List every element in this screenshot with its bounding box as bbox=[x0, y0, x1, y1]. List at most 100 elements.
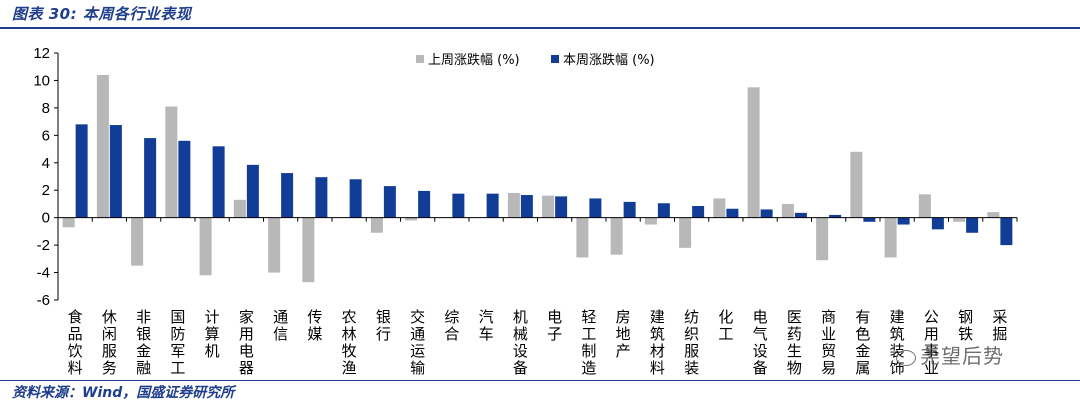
bar-prev-week bbox=[747, 87, 760, 218]
x-category-label: 商业贸易 bbox=[821, 308, 836, 377]
bar-prev-week bbox=[62, 217, 75, 228]
bar-prev-week bbox=[542, 195, 555, 218]
wechat-icon bbox=[896, 349, 916, 366]
bar-prev-week bbox=[233, 199, 246, 218]
y-tick-label: -4 bbox=[37, 265, 50, 282]
watermark-text: 尧望后势 bbox=[920, 344, 1004, 368]
y-tick-label: 10 bbox=[33, 72, 50, 89]
bar-this-week bbox=[657, 203, 670, 218]
bar-this-week bbox=[315, 177, 328, 218]
bar-this-week bbox=[246, 164, 259, 218]
bar-this-week bbox=[486, 193, 499, 218]
x-category-label: 机械设备 bbox=[513, 308, 528, 377]
bar-this-week bbox=[349, 179, 362, 218]
x-category-label: 非银金融 bbox=[136, 308, 151, 377]
y-tick-label: 6 bbox=[42, 127, 50, 144]
bar-this-week bbox=[931, 217, 944, 230]
bar-prev-week bbox=[302, 217, 315, 283]
bar-prev-week bbox=[918, 194, 931, 218]
x-category-label: 计算机 bbox=[205, 308, 220, 360]
bar-prev-week bbox=[884, 217, 897, 258]
x-category-label: 钢铁 bbox=[958, 308, 973, 343]
bar-this-week bbox=[1000, 217, 1013, 246]
x-category-label: 家用电器 bbox=[239, 308, 254, 377]
bar-this-week bbox=[418, 190, 431, 218]
source-rule bbox=[0, 380, 1080, 381]
x-category-label: 银行 bbox=[376, 308, 391, 343]
bar-this-week bbox=[452, 193, 465, 218]
bar-prev-week bbox=[713, 198, 726, 218]
x-category-label: 综合 bbox=[444, 308, 459, 343]
legend-label-prev: 上周涨跌幅 (%) bbox=[428, 52, 520, 68]
legend-label-curr: 本周涨跌幅 (%) bbox=[563, 52, 655, 68]
x-category-label: 传媒 bbox=[307, 308, 322, 343]
bar-this-week bbox=[109, 125, 122, 218]
x-category-label: 通信 bbox=[273, 308, 288, 343]
bar-prev-week bbox=[507, 192, 520, 218]
title-rule bbox=[0, 27, 1080, 29]
bar-this-week bbox=[829, 214, 842, 218]
bar-prev-week bbox=[679, 217, 692, 248]
y-tick-label: 12 bbox=[33, 45, 50, 62]
x-category-label: 汽车 bbox=[479, 308, 494, 343]
bar-prev-week bbox=[644, 217, 657, 225]
bar-prev-week bbox=[610, 217, 623, 255]
bar-prev-week bbox=[576, 217, 589, 258]
x-category-label: 食品饮料 bbox=[68, 308, 83, 377]
y-tick-label: 4 bbox=[42, 155, 50, 172]
x-category-label: 交通运输 bbox=[410, 308, 425, 377]
y-tick-label: 8 bbox=[42, 100, 50, 117]
y-tick-label: 0 bbox=[42, 210, 50, 227]
bar-prev-week bbox=[268, 217, 281, 273]
x-category-label: 农林牧渔 bbox=[342, 308, 357, 377]
x-category-label: 医药生物 bbox=[787, 308, 802, 377]
y-tick-label: 2 bbox=[42, 182, 50, 199]
bar-this-week bbox=[794, 212, 807, 218]
y-tick-label: -2 bbox=[37, 237, 50, 254]
bar-this-week bbox=[966, 217, 979, 233]
bar-this-week bbox=[692, 206, 705, 218]
bar-prev-week bbox=[370, 217, 383, 233]
x-category-label: 房地产 bbox=[616, 308, 631, 360]
x-category-label: 电子 bbox=[547, 308, 562, 343]
bar-this-week bbox=[281, 173, 294, 218]
x-category-label: 电气设备 bbox=[753, 308, 768, 377]
watermark: 尧望后势 bbox=[896, 340, 1004, 369]
x-category-label: 建筑材料 bbox=[650, 308, 665, 377]
bar-this-week bbox=[383, 186, 396, 218]
bar-this-week bbox=[726, 208, 739, 218]
bar-prev-week bbox=[781, 203, 794, 218]
bar-this-week bbox=[75, 124, 88, 218]
source-note: 资料来源：Wind，国盛证券研究所 bbox=[12, 385, 235, 401]
bar-this-week bbox=[760, 209, 773, 218]
bar-prev-week bbox=[131, 217, 144, 266]
bar-this-week bbox=[212, 146, 225, 218]
x-category-label: 休闲服务 bbox=[102, 308, 117, 377]
x-category-label: 国防军工 bbox=[170, 308, 185, 377]
x-category-label: 轻工制造 bbox=[581, 308, 596, 377]
bar-prev-week bbox=[816, 217, 829, 261]
bar-prev-week bbox=[953, 217, 966, 222]
bar-this-week bbox=[863, 217, 876, 222]
x-category-label: 有色金属 bbox=[855, 308, 870, 377]
bar-this-week bbox=[555, 196, 568, 218]
bar-prev-week bbox=[405, 217, 418, 221]
bar-prev-week bbox=[850, 151, 863, 218]
bar-this-week bbox=[178, 140, 191, 218]
x-category-label: 纺织服装 bbox=[684, 308, 699, 377]
bar-this-week bbox=[897, 217, 910, 225]
bar-this-week bbox=[144, 138, 157, 218]
bar-prev-week bbox=[165, 106, 178, 218]
figure-title: 图表 30: 本周各行业表现 bbox=[12, 5, 192, 23]
bar-prev-week bbox=[199, 217, 212, 276]
bar-prev-week bbox=[96, 74, 109, 218]
bar-this-week bbox=[589, 198, 602, 218]
bar-this-week bbox=[520, 195, 533, 218]
legend-swatch-curr bbox=[551, 55, 559, 63]
legend-swatch-prev bbox=[416, 55, 424, 63]
x-category-label: 采掘 bbox=[992, 308, 1007, 343]
x-category-label: 化工 bbox=[718, 308, 733, 343]
bar-prev-week bbox=[987, 212, 1000, 218]
bar-this-week bbox=[623, 201, 636, 218]
